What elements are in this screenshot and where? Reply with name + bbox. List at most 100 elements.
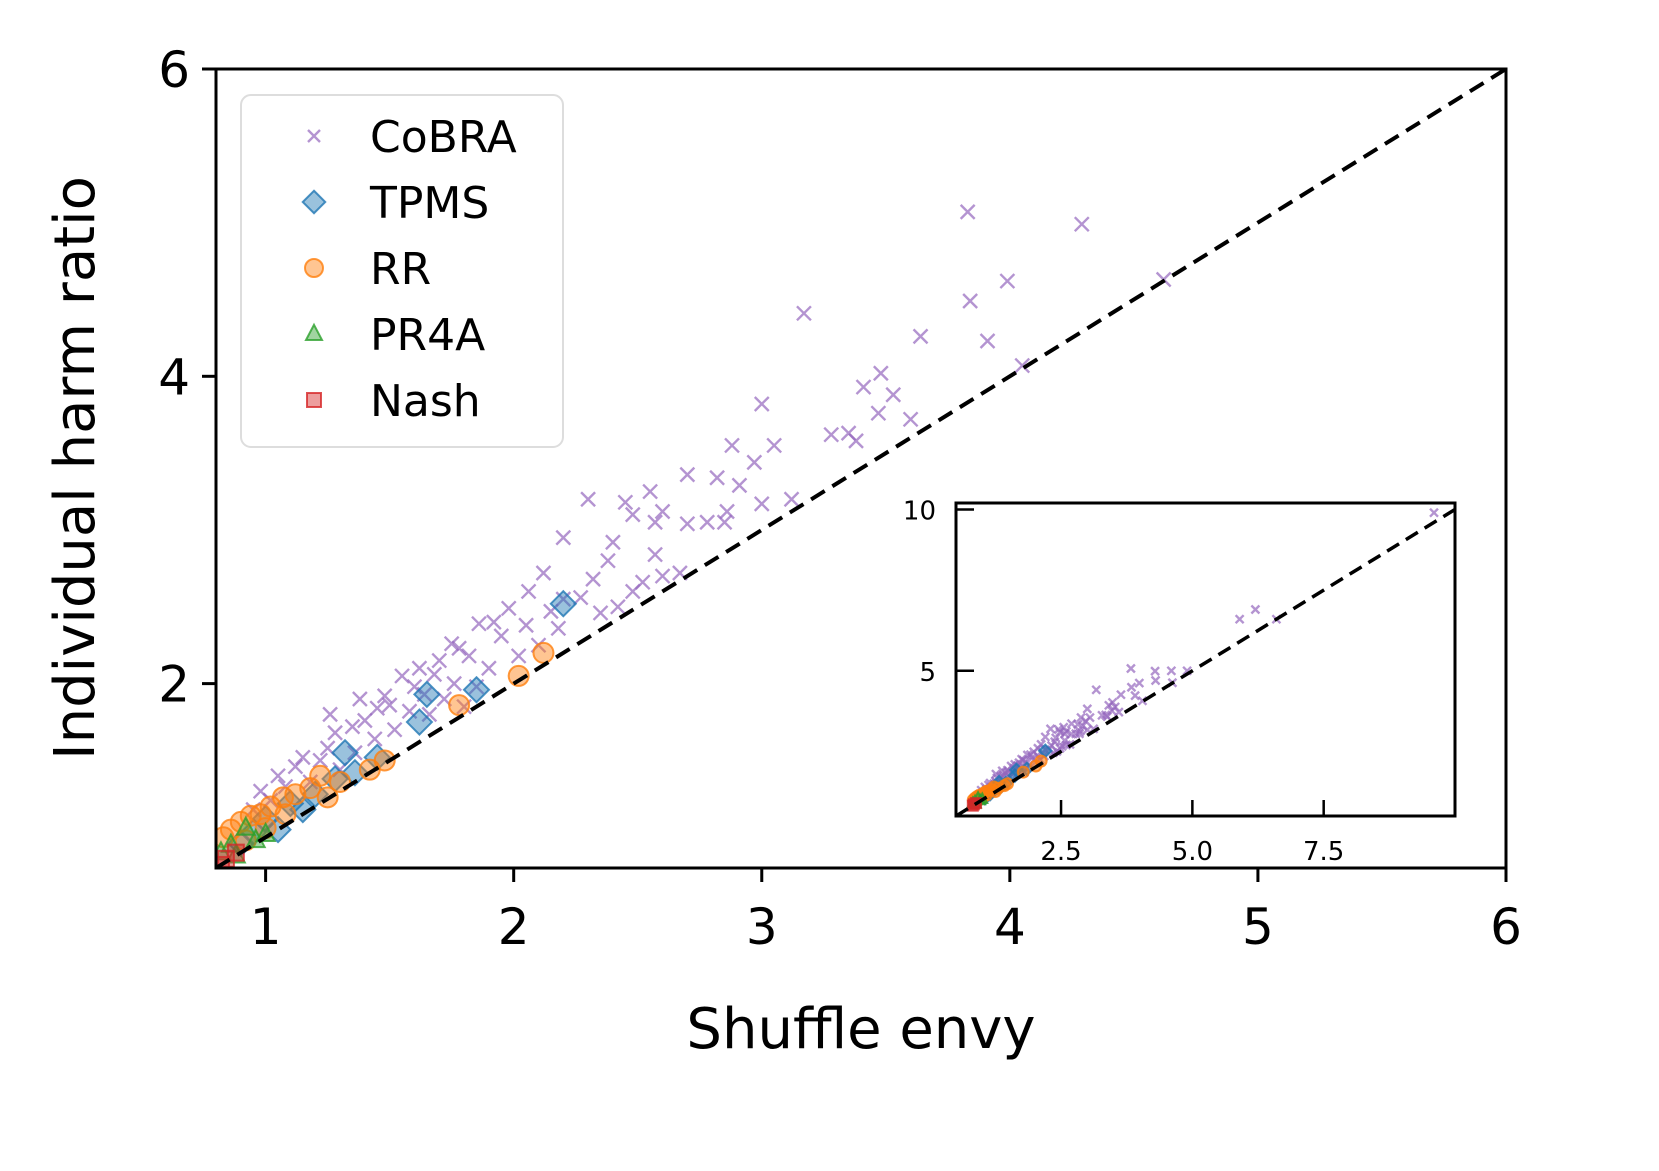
cobra-point <box>746 454 763 471</box>
cobra-point <box>962 293 979 309</box>
cobra-point <box>709 469 725 486</box>
main-y-ticks: 2 4 6 <box>158 41 216 714</box>
cobra-point <box>872 365 889 382</box>
cobra-point <box>287 758 304 775</box>
legend-label-cobra: CoBRA <box>370 112 517 163</box>
cobra-point <box>481 660 497 677</box>
inset-cobra-point <box>1040 732 1051 742</box>
cobra-point <box>912 328 929 345</box>
x-tick-label: 5 <box>1242 898 1274 956</box>
inset-y-tick-label: 5 <box>919 658 936 688</box>
cobra-point <box>550 620 567 637</box>
cobra-point <box>443 635 460 652</box>
cobra-point <box>592 605 609 621</box>
y-tick-label: 2 <box>158 656 190 714</box>
legend-marker-rr <box>304 258 324 278</box>
pr4a-point <box>235 815 257 836</box>
cobra-point <box>426 666 443 683</box>
cobra-point <box>654 568 671 584</box>
inset-nash-point <box>966 799 979 812</box>
cobra-point <box>731 477 748 494</box>
legend-label-tpms: TPMS <box>369 178 489 229</box>
cobra-point <box>870 405 887 422</box>
inset-cobra-point <box>1116 689 1126 700</box>
cobra-point <box>500 600 517 617</box>
cobra-point <box>634 574 651 591</box>
cobra-point <box>485 614 502 631</box>
cobra-point <box>376 688 393 704</box>
inset-cobra-point <box>1429 507 1439 518</box>
rr-point <box>448 694 471 717</box>
cobra-point <box>979 333 996 349</box>
cobra-point <box>312 752 329 769</box>
cobra-point <box>959 204 976 220</box>
cobra-point <box>322 706 338 723</box>
cobra-point <box>647 546 663 563</box>
cobra-point <box>471 615 487 632</box>
cobra-point <box>518 617 534 634</box>
y-tick-label: 6 <box>158 41 190 99</box>
legend-label-pr4a: PR4A <box>370 310 485 361</box>
tpms-point <box>331 738 359 767</box>
inset-cobra-point <box>997 765 1008 776</box>
cobra-point <box>624 506 641 523</box>
cobra-point <box>848 432 864 449</box>
inset-cobra-point <box>1091 684 1102 695</box>
tpms-point <box>412 680 441 709</box>
cobra-point <box>999 273 1016 289</box>
cobra-point <box>796 305 812 322</box>
inset-cobra-point <box>1250 604 1261 615</box>
inset-cobra-point <box>1126 663 1136 674</box>
cobra-point <box>535 565 552 581</box>
inset-cobra-point <box>1234 614 1245 625</box>
legend-marker-cobra <box>307 129 321 143</box>
inset-cobra-point <box>1074 728 1085 739</box>
x-tick-label: 6 <box>1490 898 1522 956</box>
inset-reference-line <box>956 507 1455 816</box>
inset-cobra-point <box>1102 711 1113 722</box>
tpms-point <box>462 675 491 704</box>
cobra-point <box>302 774 319 790</box>
inset-x-tick-label: 5.0 <box>1172 837 1213 867</box>
cobra-point <box>555 529 572 546</box>
cobra-point <box>421 706 438 723</box>
cobra-point <box>766 437 783 454</box>
inset-cobra-point <box>1134 678 1145 688</box>
cobra-point <box>823 426 840 443</box>
cobra-point <box>520 583 537 600</box>
inset-plot-frame <box>954 501 1457 818</box>
inset-x-tick-label: 7.5 <box>1303 837 1344 867</box>
x-tick-label: 3 <box>746 898 778 956</box>
inset-cobra-point <box>1150 675 1161 686</box>
cobra-point <box>381 697 398 713</box>
cobra-point <box>294 749 311 766</box>
main-plot-frame <box>214 67 1508 870</box>
legend: CoBRA TPMS RR PR4A Nash <box>240 94 564 448</box>
inset-cobra-point <box>1016 754 1027 765</box>
x-tick-label: 2 <box>498 898 530 956</box>
legend-label-rr: RR <box>370 244 431 295</box>
inset-cobra-point <box>1045 724 1056 734</box>
tpms-point <box>549 589 578 618</box>
legend-marker-tpms <box>301 189 327 215</box>
main-x-ticks: 1 2 3 4 5 6 <box>250 868 1522 956</box>
y-tick-label: 4 <box>158 348 190 406</box>
cobra-point <box>885 386 902 403</box>
cobra-point <box>654 503 671 520</box>
cobra-point <box>394 668 410 684</box>
cobra-point <box>724 437 740 454</box>
x-tick-label: 1 <box>250 898 282 956</box>
cobra-point <box>451 640 467 657</box>
cobra-point <box>699 514 716 531</box>
inset-cobra-point <box>1166 665 1177 676</box>
cobra-point <box>431 652 448 669</box>
cobra-point <box>605 534 621 551</box>
inset-cobra-point <box>1126 682 1137 693</box>
cobra-point <box>356 712 373 729</box>
inset-cobra-point <box>1082 704 1093 714</box>
rr-point <box>507 664 530 687</box>
cobra-point <box>347 744 363 761</box>
cobra-point <box>543 603 559 620</box>
cobra-point <box>855 379 872 395</box>
